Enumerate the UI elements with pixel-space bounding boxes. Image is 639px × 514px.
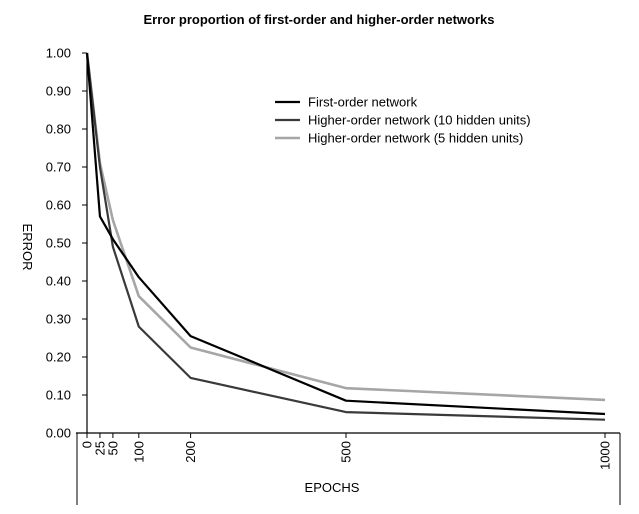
y-tick-label: 0.70 (46, 160, 71, 175)
y-tick-label: 1.00 (46, 46, 71, 61)
y-tick-label: 0.50 (46, 236, 71, 251)
y-axis-ticks: 0.00 0.10 0.20 0.30 0.40 0.50 0.60 0.70 0.80 0.90… (46, 46, 87, 441)
legend-label: Higher-order network (10 hidden units) (308, 113, 531, 128)
y-tick-label: 0.10 (46, 388, 71, 403)
x-tick-label: 50 (105, 441, 120, 455)
legend-label: Higher-order network (5 hidden units) (308, 131, 523, 146)
x-tick-label: 25 (92, 441, 107, 455)
series-line-2 (85, 52, 606, 421)
y-tick-label: 0.40 (46, 274, 71, 289)
chart-title: Error proportion of first-order and high… (143, 12, 494, 27)
y-tick-label: 0.90 (46, 84, 71, 99)
x-axis-label: EPOCHS (305, 480, 360, 495)
y-tick-label: 0.20 (46, 350, 71, 365)
x-tick-label: 500 (339, 441, 354, 463)
x-tick-label: 0 (80, 441, 95, 448)
y-tick-label: 0.80 (46, 122, 71, 137)
x-tick-label: 100 (131, 441, 146, 463)
legend-label: First-order network (308, 95, 418, 110)
series-lines (85, 52, 606, 421)
legend: First-order network Higher-order network … (275, 95, 531, 146)
y-tick-label: 0.30 (46, 312, 71, 327)
x-tick-label: 1000 (598, 441, 613, 470)
series-line-1 (85, 52, 606, 416)
y-axis-label: ERROR (20, 224, 35, 271)
y-tick-label: 0.00 (46, 426, 71, 441)
y-tick-label: 0.60 (46, 198, 71, 213)
x-tick-label: 200 (183, 441, 198, 463)
